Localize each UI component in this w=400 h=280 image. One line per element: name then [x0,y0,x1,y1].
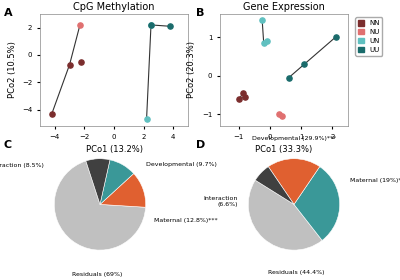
Point [49,111,55,116]
Point [242,95,248,99]
Y-axis label: PCo2 (20.3%): PCo2 (20.3%) [188,41,196,99]
Text: Maternal (19%)**: Maternal (19%)** [350,178,400,183]
Wedge shape [100,160,134,204]
Point [332,35,339,39]
Point [279,114,286,119]
Y-axis label: PCo2 (10.5%): PCo2 (10.5%) [8,41,16,99]
Point [276,112,282,117]
Text: Developmental (29.9%)***: Developmental (29.9%)*** [252,136,336,141]
Point [240,91,247,95]
Text: D: D [196,140,205,150]
Point [143,117,150,122]
Text: C: C [4,140,12,150]
X-axis label: PCo1 (33.3%): PCo1 (33.3%) [255,145,313,154]
Point [236,97,242,101]
Point [66,62,73,67]
Wedge shape [294,167,340,241]
Text: Developmental (9.7%): Developmental (9.7%) [146,162,216,167]
Text: A: A [4,8,13,18]
Wedge shape [100,174,146,207]
Wedge shape [268,159,320,204]
Wedge shape [248,180,322,250]
Point [148,23,154,27]
Title: Gene Expression: Gene Expression [243,2,325,12]
Legend: NN, NU, UN, UU: NN, NU, UN, UU [355,17,382,56]
Text: Residuals (69%): Residuals (69%) [72,272,122,277]
Point [77,23,83,27]
Point [301,62,308,66]
Point [259,18,265,22]
Text: Interaction (8.5%): Interaction (8.5%) [0,163,44,168]
Point [148,23,154,27]
Wedge shape [86,159,110,204]
Point [78,60,85,64]
Text: Maternal (12.8%)***: Maternal (12.8%)*** [154,218,217,223]
Wedge shape [255,167,294,204]
Point [264,39,270,43]
Title: CpG Methylation: CpG Methylation [73,2,155,12]
Text: Interaction
(6.6%): Interaction (6.6%) [203,196,238,207]
Point [286,76,292,80]
Text: B: B [196,8,204,18]
Point [260,41,267,45]
X-axis label: PCo1 (13.2%): PCo1 (13.2%) [86,145,142,154]
Text: Residuals (44.4%): Residuals (44.4%) [268,270,325,275]
Point [167,24,174,29]
Wedge shape [54,161,146,250]
